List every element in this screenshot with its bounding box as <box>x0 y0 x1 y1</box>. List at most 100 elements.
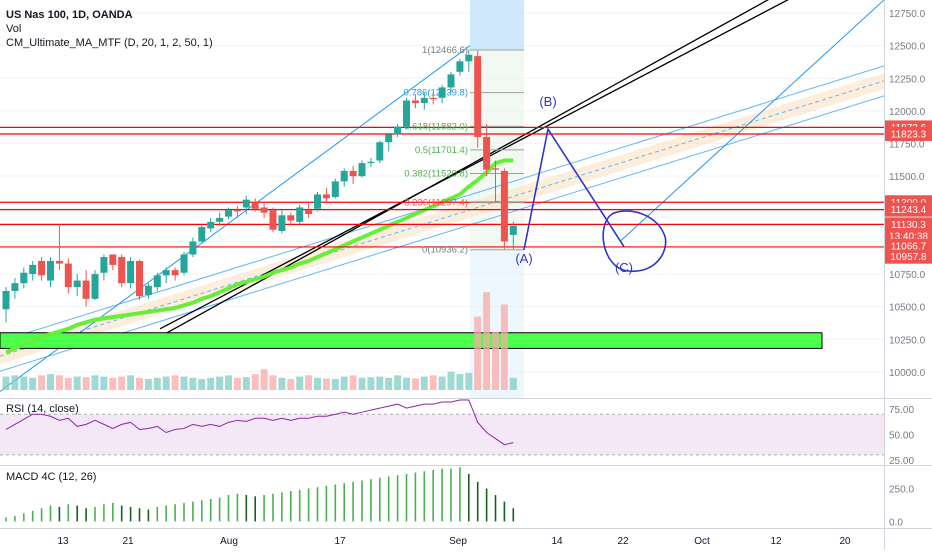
time-axis-label: Aug <box>220 536 238 547</box>
volume-bar <box>242 377 250 390</box>
volume-bar <box>331 379 339 390</box>
volume-bar <box>474 316 482 390</box>
rsi-legend[interactable]: RSI (14, close) <box>6 402 79 416</box>
candle-body <box>162 270 170 276</box>
wave-label-c: (C) <box>615 260 633 275</box>
candle-body <box>429 97 437 100</box>
rsi-canvas[interactable] <box>0 399 884 465</box>
volume-bar <box>376 376 384 390</box>
trendline-blue-projection <box>619 0 884 242</box>
candle-body <box>127 260 135 284</box>
volume-bar <box>340 376 348 390</box>
volume-bar <box>153 377 161 390</box>
candle-body <box>153 275 161 288</box>
candle-body <box>492 168 499 170</box>
volume-bar <box>438 376 446 390</box>
volume-bar <box>144 379 152 390</box>
price-axis-tick-label: 11500.0 <box>889 172 925 183</box>
price-badge <box>885 202 932 217</box>
volume-bar <box>189 377 197 390</box>
candle-body <box>349 170 357 177</box>
candle-body <box>216 217 224 222</box>
wave-label-a: (A) <box>515 251 532 266</box>
volume-bar <box>11 375 19 390</box>
price-chart-pane[interactable]: 1(12466.6) 0.786(12139.8) 0.618(11882.0) 0.… <box>0 0 884 398</box>
volume-bar <box>216 376 224 390</box>
pane-divider[interactable] <box>0 398 932 399</box>
candle-body <box>447 74 455 88</box>
price-axis-canvas[interactable]: 12750.0 12500.0 12250.0 12000.0 11750.0 11500… <box>885 0 932 398</box>
candle-body <box>38 260 46 276</box>
candle-body <box>465 54 473 62</box>
price-axis-divider <box>884 0 885 550</box>
volume-bar <box>509 377 517 390</box>
rsi-axis[interactable]: 75.00 50.00 25.00 <box>885 399 932 465</box>
macd-legend[interactable]: MACD 4C (12, 26) <box>6 470 96 484</box>
time-axis-label: 14 <box>551 536 563 547</box>
price-chart-canvas[interactable]: 1(12466.6) 0.786(12139.8) 0.618(11882.0) 0.… <box>0 0 884 398</box>
rsi-pane[interactable] <box>0 399 884 465</box>
candle-body <box>20 272 28 284</box>
macd-axis-canvas: 250.0 0.0 <box>889 484 914 528</box>
price-badge-label: 11823.3 <box>891 129 927 140</box>
volume-bar <box>136 377 143 390</box>
price-axis-tick-label: 10750.0 <box>889 270 926 281</box>
candle-body <box>118 257 126 284</box>
volume-bar <box>100 376 108 390</box>
time-axis-canvas[interactable]: 13 21 Aug 17 Sep 14 22 Oct 12 20 <box>0 529 884 551</box>
candle-body <box>358 163 366 177</box>
candle-body <box>287 215 295 221</box>
volume-bar <box>278 377 286 390</box>
volume-indicator-label[interactable]: Vol <box>6 23 22 35</box>
candle-body <box>376 142 384 161</box>
volume-bar <box>73 376 81 390</box>
pane-divider[interactable] <box>0 465 932 466</box>
main-legend: US Nas 100, 1D, OANDA Vol CM_Ultimate_MA… <box>6 8 213 50</box>
volume-bar <box>64 377 72 390</box>
volume-bar <box>296 376 304 390</box>
volume-bar <box>20 376 28 390</box>
volume-bar <box>180 376 188 390</box>
channel-line-lower <box>0 95 884 372</box>
macd-axis[interactable]: 250.0 0.0 <box>885 466 932 528</box>
volume-bar <box>483 292 491 390</box>
volume-bar <box>55 375 63 390</box>
volume-bar <box>305 375 313 390</box>
price-axis[interactable]: 12750.0 12500.0 12250.0 12000.0 11750.0 11500… <box>885 0 932 398</box>
time-axis[interactable]: 13 21 Aug 17 Sep 14 22 Oct 12 20 <box>0 528 884 551</box>
macd-canvas[interactable] <box>0 466 884 528</box>
candle-body <box>278 215 286 231</box>
candle-body <box>242 199 250 208</box>
volume-bar <box>207 377 215 390</box>
candle-body <box>144 285 152 295</box>
rsi-axis-canvas: 75.00 50.00 25.00 <box>889 405 914 465</box>
price-axis-tick-label: 12000.0 <box>889 107 926 118</box>
fib-level-label: 0.382(11520.8) <box>404 168 468 179</box>
price-axis-tick-label: 12750.0 <box>889 9 926 20</box>
candle-body <box>180 254 188 273</box>
volume-bar <box>198 379 206 390</box>
candle-body <box>420 97 428 104</box>
candle-body <box>251 202 259 209</box>
rsi-band <box>0 414 884 455</box>
macd-axis-tick-label: 250.0 <box>889 484 914 495</box>
wave-c-circle <box>602 210 667 272</box>
time-axis-label: 12 <box>770 536 782 547</box>
volume-bar <box>367 377 375 390</box>
price-badge <box>885 238 932 253</box>
candle-body <box>47 260 54 281</box>
price-badge <box>885 249 932 264</box>
candle-body <box>438 87 446 98</box>
candle-body <box>403 100 410 127</box>
candle-body <box>509 225 517 235</box>
volume-bar <box>420 376 428 390</box>
volume-bar <box>465 372 473 390</box>
volume-bar <box>394 375 402 390</box>
symbol-title[interactable]: US Nas 100, 1D, OANDA <box>6 9 133 21</box>
candle-body <box>64 263 72 288</box>
time-axis-label: 20 <box>839 536 851 547</box>
volume-bar <box>500 304 508 390</box>
ma-indicator-label[interactable]: CM_Ultimate_MA_MTF (D, 20, 1, 2, 50, 1) <box>6 37 213 49</box>
fib-level-label: 0.236(11297.4) <box>404 198 468 209</box>
macd-pane[interactable] <box>0 466 884 528</box>
